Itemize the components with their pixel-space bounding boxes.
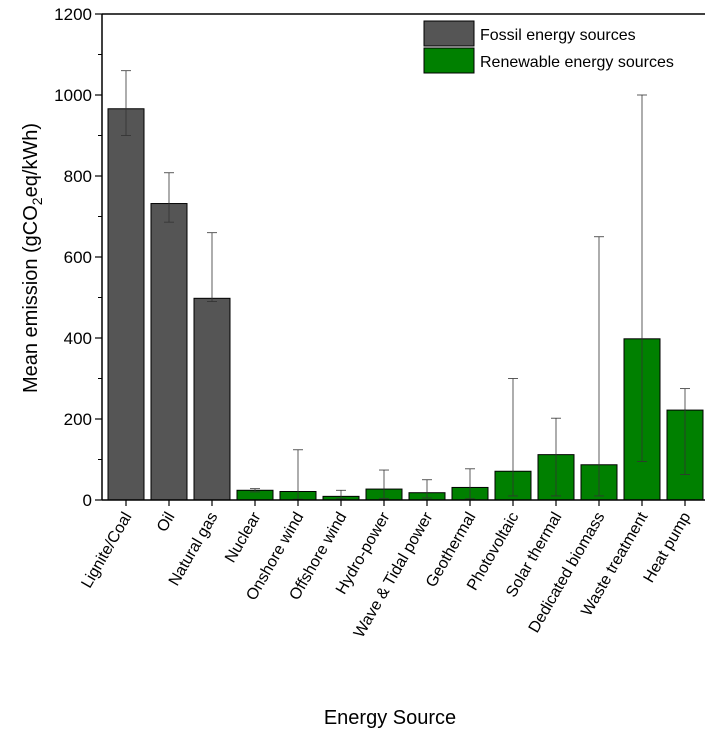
y-tick-label: 200 bbox=[64, 410, 92, 429]
legend-swatch-fossil bbox=[423, 20, 475, 47]
x-axis-title: Energy Source bbox=[324, 707, 456, 729]
axes-layer bbox=[95, 13, 705, 506]
legend: Fossil energy sources Renewable energy s… bbox=[423, 20, 674, 74]
x-tick-label: Wave & Tidal power bbox=[351, 509, 437, 641]
bar bbox=[193, 297, 231, 501]
x-tick-label: Dedicated biomass bbox=[526, 510, 609, 636]
bar bbox=[150, 203, 188, 501]
y-axis-title: Mean emission (gCO2eq/kWh) bbox=[20, 123, 45, 393]
bar bbox=[107, 108, 145, 501]
y-tick-label: 800 bbox=[64, 167, 92, 186]
x-tick-label: Lignite/Coal bbox=[78, 510, 135, 592]
legend-label-renewable: Renewable energy sources bbox=[480, 54, 674, 71]
y-tick-label: 400 bbox=[64, 329, 92, 348]
legend-label-fossil: Fossil energy sources bbox=[480, 27, 636, 44]
y-tick-label: 1000 bbox=[54, 86, 92, 105]
y-tick-label: 1200 bbox=[54, 5, 92, 24]
legend-swatch-renewable bbox=[423, 47, 475, 74]
y-tick-label: 600 bbox=[64, 248, 92, 267]
x-tick-label: Oil bbox=[154, 510, 179, 535]
bars-layer bbox=[107, 108, 704, 501]
x-tick-label: Nuclear bbox=[222, 509, 265, 566]
y-tick-label: 0 bbox=[83, 491, 92, 510]
error-bars-layer bbox=[121, 70, 690, 500]
